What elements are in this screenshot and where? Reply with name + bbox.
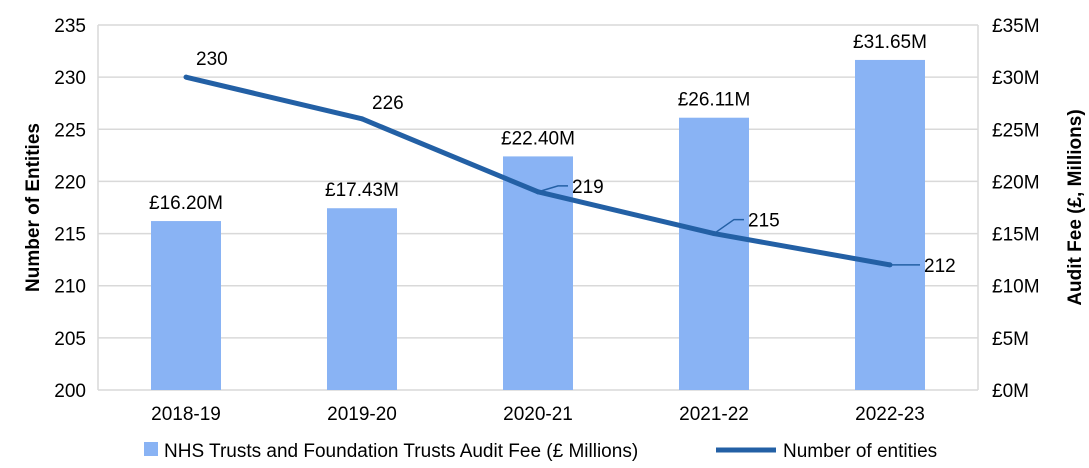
bar	[151, 221, 221, 390]
leader-line	[537, 185, 568, 193]
x-tick-label: 2019-20	[327, 404, 397, 425]
legend-label-bar: NHS Trusts and Foundation Trusts Audit F…	[164, 441, 638, 462]
left-tick-label: 210	[54, 277, 86, 298]
bar-data-label: £26.11M	[678, 90, 751, 111]
right-tick-label: £30M	[992, 68, 1040, 89]
left-tick-label: 205	[54, 329, 86, 350]
x-tick-label: 2022-23	[855, 404, 925, 425]
right-tick-label: £0M	[992, 381, 1029, 402]
left-tick-label: 220	[54, 172, 86, 193]
line-data-label: 226	[372, 93, 404, 114]
left-tick-label: 230	[54, 68, 86, 89]
bar-data-label: £22.40M	[501, 128, 575, 149]
x-tick-label: 2018-19	[151, 404, 221, 425]
legend-swatch-bar	[144, 442, 158, 456]
bar-data-label: £16.20M	[149, 193, 223, 214]
left-tick-label: 200	[54, 381, 86, 402]
right-axis-title: Audit Fee (£, Millions)	[1065, 109, 1086, 305]
right-tick-label: £15M	[992, 225, 1040, 246]
bar	[855, 59, 925, 390]
line-point	[359, 116, 365, 122]
line-point	[183, 74, 189, 80]
right-tick-label: £5M	[992, 329, 1029, 350]
line-data-label: 219	[572, 177, 604, 198]
x-tick-label: 2021-22	[679, 404, 749, 425]
right-tick-label: £20M	[992, 172, 1040, 193]
right-tick-label: £35M	[992, 16, 1040, 37]
line-data-label: 215	[748, 211, 780, 232]
bar-data-label: £17.43M	[325, 180, 399, 201]
line-data-label: 212	[924, 256, 956, 277]
x-tick-label: 2020-21	[503, 404, 573, 425]
left-tick-label: 225	[54, 120, 86, 141]
line-data-label: 230	[196, 49, 228, 70]
bar	[327, 208, 397, 390]
legend-label-line: Number of entities	[783, 441, 937, 462]
right-tick-label: £25M	[992, 120, 1040, 141]
leader-line	[713, 218, 744, 235]
left-tick-label: 235	[54, 16, 86, 37]
bar-data-label: £31.65M	[853, 32, 927, 53]
left-tick-label: 215	[54, 225, 86, 246]
right-tick-label: £10M	[992, 277, 1040, 298]
bar	[679, 117, 749, 391]
left-axis-title: Number of Entities	[23, 123, 44, 292]
